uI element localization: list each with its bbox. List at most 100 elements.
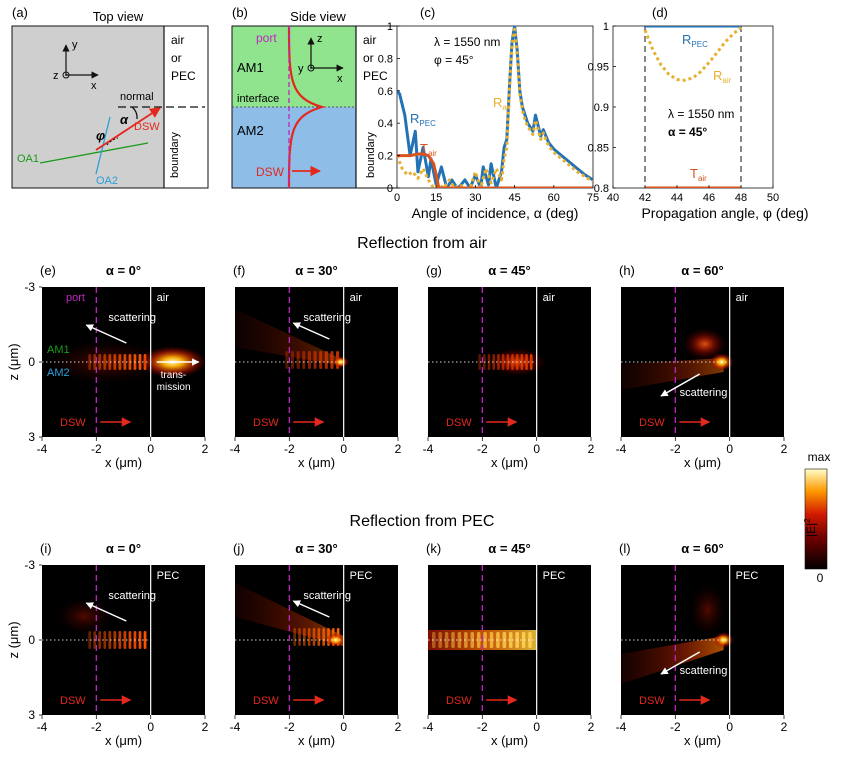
fringe [108,354,112,370]
dsw-label: DSW [639,695,665,707]
fringe [307,351,311,369]
x-tick-label: 30 [469,192,481,204]
fringe [303,628,306,646]
x-tick-label: 0 [340,720,347,734]
y-tick-label: -3 [24,280,35,294]
panel-c-xlabel: Angle of incidence, α (deg) [412,205,579,221]
fringe [457,632,462,648]
panel-b-title: Side view [290,9,346,24]
panel-alpha-title: α = 45° [488,541,530,556]
material-label: air [157,292,170,304]
axis-x-label-b: x [337,73,343,85]
panel-c-phi: φ = 45° [434,53,474,67]
y-tick-label: 3 [28,430,35,444]
y-tick-label: 3 [28,708,35,722]
fringe [103,631,107,649]
legend-tair-d: Tair [690,166,707,183]
dsw-label: DSW [60,417,86,429]
dsw-label: DSW [446,417,472,429]
reflected-beam [621,358,724,390]
x-axis-label: x (μm) [684,733,721,748]
y-tick-label: 0 [28,355,35,369]
y-tick-label: 0.6 [378,86,393,98]
boundary-hotspot [332,356,349,368]
port-label-b: port [256,31,277,45]
panel-d-xlabel: Propagation angle, φ (deg) [641,205,808,221]
legend-tair-c: Tair [420,141,437,158]
fringe [128,631,132,649]
y-tick-label: 1 [603,21,609,33]
fringe [521,632,526,648]
x-tick-label: 2 [202,442,209,456]
panel-label: (l) [619,541,631,556]
scattering-arrow [292,600,330,618]
series-t-air [397,152,593,188]
section-title-pec: Reflection from PEC [350,513,495,530]
dsw-label: DSW [253,695,279,707]
x-tick-label: -2 [670,720,681,734]
x-tick-label: -2 [284,442,295,456]
fringe [476,632,481,648]
x-tick-label: 40 [607,192,619,204]
x-tick-label: 0 [726,720,733,734]
oa1-label: OA1 [17,153,39,165]
fringe [143,631,147,649]
top-view-gray-region [12,26,164,188]
material-label: air [736,292,749,304]
x-tick-label: 0 [533,720,540,734]
x-tick-label: -4 [423,720,434,734]
boundary-label-a: boundary [169,132,181,178]
fringe [108,631,112,649]
dsw-arrow [95,107,161,151]
fringe [501,354,505,370]
y-tick-label: 0.95 [588,62,609,74]
x-tick-label: -4 [616,442,627,456]
section-title-air: Reflection from air [357,235,487,252]
fringe [464,632,468,648]
panel-d-frame [612,25,774,189]
port-label: port [66,292,85,304]
transmission-label: trans- [161,370,187,381]
field-map-g: (g) α = 45° air DSW -4 -2 0 2 x (μm) [423,263,595,470]
fringe [290,351,295,369]
x-axis-label: x (μm) [684,455,721,470]
am1-label: AM1 [47,344,70,356]
fringe [123,354,127,370]
x-tick-label: -4 [230,442,241,456]
dsw-label: DSW [60,695,86,707]
panel-alpha-title: α = 30° [295,263,337,278]
fringe [478,354,481,370]
fringe [496,632,500,648]
am1-region [232,26,356,107]
panel-d-label: (d) [652,5,668,20]
fringe [324,351,328,369]
panel-c-chart: (c) 0 15 30 45 60 75 0 0.2 0.4 0.6 0.8 1 λ = 1550 n… [378,5,599,221]
x-tick-label: 60 [548,192,560,204]
x-tick-label: -2 [670,442,681,456]
fringe [298,628,301,646]
am2-label: AM2 [237,123,264,138]
air-label-a: air [171,33,184,47]
panel-label: (h) [619,263,635,278]
x-axis-label: x (μm) [298,733,335,748]
field-map-j: (j) α = 30° PEC DSW scattering -4 -2 0 2 x (μm) [230,541,402,748]
fringe [489,632,494,648]
y-tick-label: 0.85 [588,143,609,155]
dsw-label-b: DSW [256,165,285,179]
y-tick-label: 0.8 [378,53,393,65]
panel-label: (f) [233,263,245,278]
panel-a-title: Top view [93,9,144,24]
colorbar-gradient [804,468,828,570]
field-map-h: (h) α = 60° air DSW scattering -4 -2 0 2 x (μm) [616,263,788,470]
interface-label: interface [237,93,279,105]
field-map-k: (k) α = 45° PEC DSW -4 -2 0 2 x (μm) [423,541,595,748]
panel-label: (i) [40,541,52,556]
normal-label: normal [120,91,154,103]
x-axis-label: x (μm) [491,733,528,748]
scattering-label: scattering [303,312,351,324]
x-tick-label: 2 [781,442,788,456]
phi-symbol: φ [96,128,105,143]
scattering-label: scattering [108,312,156,324]
dsw-label-a: DSW [134,121,160,133]
panel-alpha-title: α = 0° [106,541,141,556]
